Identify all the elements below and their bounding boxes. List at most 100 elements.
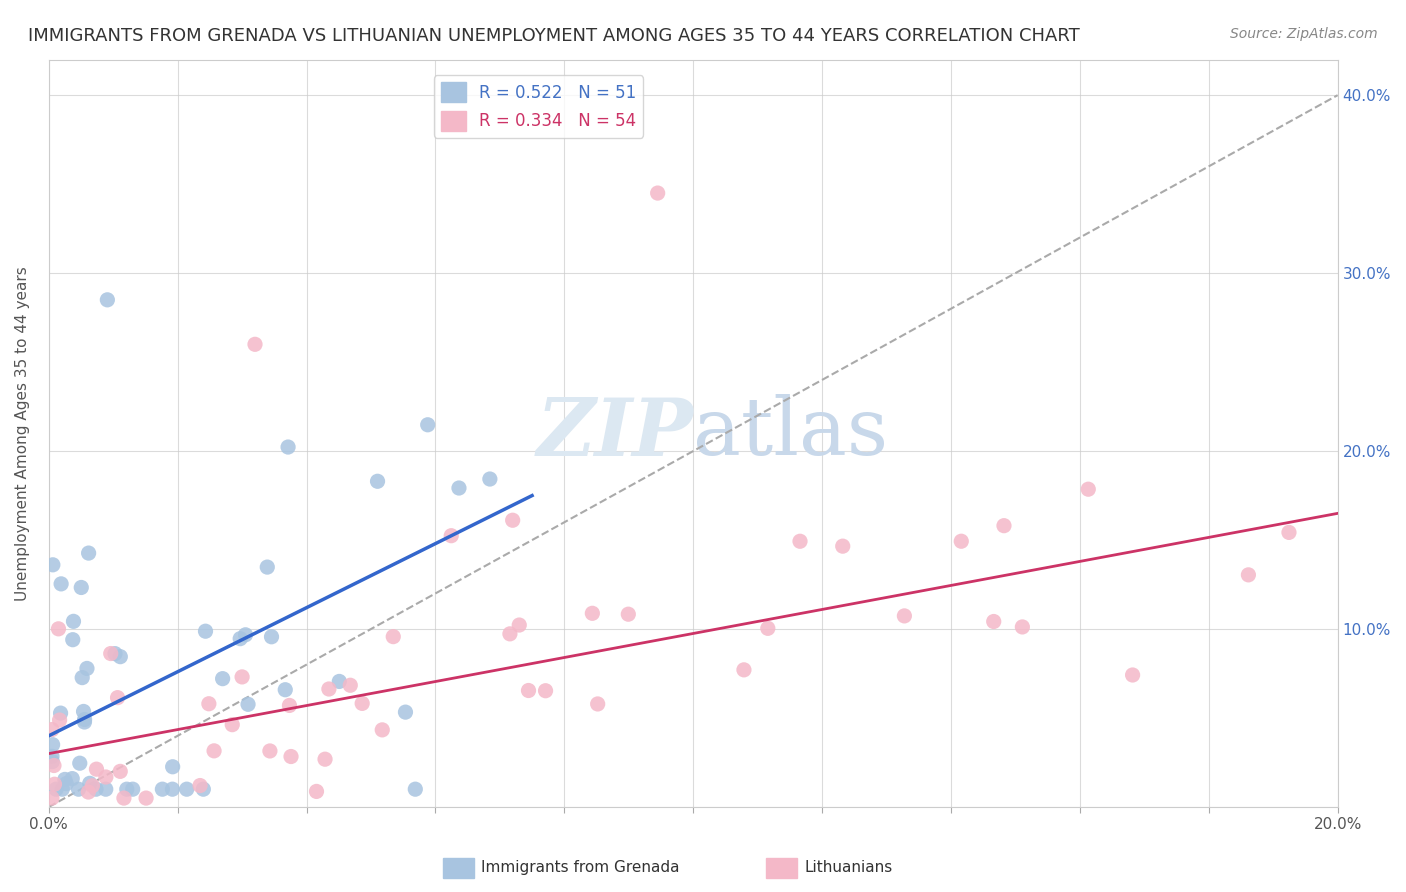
- Point: [49, 577, 72, 591]
- Text: IMMIGRANTS FROM GRENADA VS LITHUANIAN UNEMPLOYMENT AMONG AGES 35 TO 44 YEARS COR: IMMIGRANTS FROM GRENADA VS LITHUANIAN UN…: [28, 27, 1080, 45]
- Point: [77, 546, 100, 560]
- Point: [41, 749, 63, 764]
- Point: [328, 674, 350, 689]
- Point: [508, 618, 530, 632]
- Point: [1237, 567, 1260, 582]
- Point: [478, 472, 501, 486]
- Point: [647, 186, 669, 200]
- Point: [211, 672, 233, 686]
- Point: [110, 764, 132, 779]
- Point: [121, 782, 143, 797]
- Point: [318, 681, 340, 696]
- Point: [49, 706, 72, 720]
- Point: [617, 607, 640, 622]
- Point: [831, 539, 853, 553]
- Point: [1011, 620, 1033, 634]
- Point: [367, 475, 389, 489]
- Point: [352, 697, 374, 711]
- Point: [1122, 668, 1144, 682]
- Point: [314, 752, 336, 766]
- Point: [100, 647, 122, 661]
- Point: [176, 782, 198, 797]
- Point: [62, 632, 84, 647]
- Point: [193, 782, 215, 797]
- Point: [94, 782, 117, 797]
- Point: [260, 630, 283, 644]
- Point: [60, 772, 83, 786]
- Point: [993, 518, 1015, 533]
- Point: [44, 777, 66, 791]
- Point: [73, 713, 96, 727]
- Point: [69, 756, 91, 771]
- Point: [259, 744, 281, 758]
- Point: [278, 698, 301, 713]
- Point: [70, 581, 93, 595]
- Point: [82, 779, 104, 793]
- Point: [517, 683, 540, 698]
- Text: atlas: atlas: [693, 394, 889, 472]
- Point: [305, 784, 328, 798]
- Point: [96, 293, 118, 307]
- Point: [162, 760, 184, 774]
- Legend: R = 0.522   N = 51, R = 0.334   N = 54: R = 0.522 N = 51, R = 0.334 N = 54: [434, 76, 643, 137]
- Point: [983, 615, 1005, 629]
- Point: [41, 738, 63, 752]
- Point: [280, 749, 302, 764]
- Point: [77, 785, 100, 799]
- Point: [256, 560, 278, 574]
- Point: [45, 782, 67, 797]
- Point: [229, 632, 252, 646]
- Point: [733, 663, 755, 677]
- Point: [110, 649, 132, 664]
- Point: [756, 621, 779, 635]
- Point: [73, 714, 96, 729]
- Point: [404, 782, 426, 797]
- Point: [416, 417, 439, 432]
- Point: [789, 534, 811, 549]
- Point: [48, 622, 70, 636]
- Point: [53, 772, 76, 787]
- Point: [1278, 525, 1301, 540]
- Point: [394, 705, 416, 719]
- Point: [94, 770, 117, 784]
- Point: [202, 744, 225, 758]
- Point: [440, 529, 463, 543]
- Point: [586, 697, 609, 711]
- Point: [534, 683, 557, 698]
- Point: [79, 776, 101, 790]
- Point: [62, 615, 84, 629]
- Point: [243, 337, 266, 351]
- Point: [382, 630, 405, 644]
- Point: [107, 690, 129, 705]
- Point: [499, 627, 522, 641]
- Point: [42, 758, 65, 772]
- Point: [893, 608, 915, 623]
- Point: [41, 723, 63, 737]
- Point: [339, 678, 361, 692]
- Point: [76, 661, 98, 675]
- Point: [42, 558, 65, 572]
- Point: [41, 791, 63, 805]
- Point: [67, 782, 90, 797]
- Point: [502, 513, 524, 527]
- Point: [277, 440, 299, 454]
- Point: [112, 791, 135, 805]
- Point: [581, 607, 603, 621]
- Point: [84, 782, 107, 797]
- Point: [55, 777, 77, 791]
- Point: [447, 481, 470, 495]
- Point: [104, 647, 127, 661]
- Text: Immigrants from Grenada: Immigrants from Grenada: [481, 861, 679, 875]
- Point: [41, 755, 63, 769]
- Point: [162, 782, 184, 797]
- Point: [1077, 482, 1099, 496]
- Y-axis label: Unemployment Among Ages 35 to 44 years: Unemployment Among Ages 35 to 44 years: [15, 266, 30, 600]
- Point: [150, 782, 173, 797]
- Point: [198, 697, 221, 711]
- Point: [115, 782, 138, 797]
- Point: [135, 791, 157, 805]
- Point: [70, 671, 93, 685]
- Point: [236, 698, 259, 712]
- Point: [188, 779, 211, 793]
- Text: Source: ZipAtlas.com: Source: ZipAtlas.com: [1230, 27, 1378, 41]
